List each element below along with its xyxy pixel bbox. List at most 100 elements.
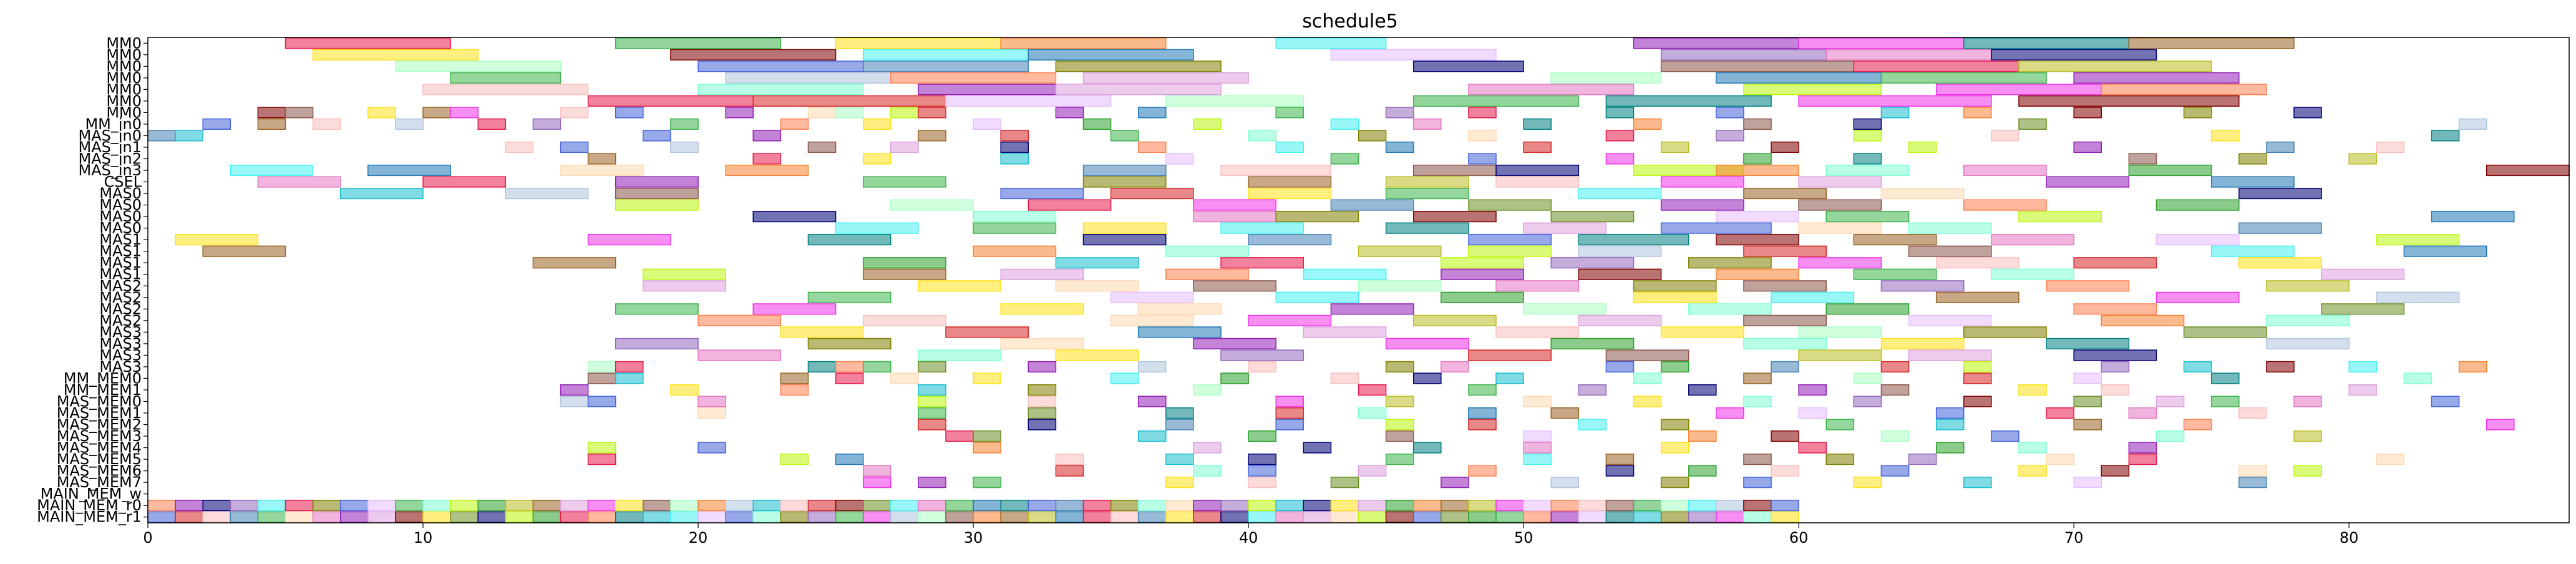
task-bar: [2046, 454, 2074, 465]
task-bar: [890, 141, 919, 153]
task-bar: [1165, 407, 1194, 419]
task-bar: [1303, 268, 1387, 280]
task-bar: [973, 222, 1057, 234]
task-bar: [670, 500, 699, 512]
task-bar: [339, 500, 369, 512]
task-bar: [862, 153, 892, 165]
task-bar: [1441, 257, 1524, 269]
y-tick-label: MAS0: [99, 197, 142, 214]
task-bar: [1550, 511, 1580, 523]
task-bar: [230, 511, 259, 523]
task-bar: [1660, 61, 1855, 72]
task-bar: [532, 511, 561, 523]
task-bar: [1660, 141, 1689, 153]
task-bar: [1110, 187, 1194, 200]
task-bar: [862, 477, 892, 489]
task-bar: [1055, 61, 1222, 72]
task-bar: [1605, 349, 1689, 361]
task-bar: [1412, 61, 1524, 72]
task-bar: [780, 118, 809, 130]
task-bar: [1660, 419, 1689, 430]
task-bar: [1853, 61, 2019, 72]
task-bar: [918, 419, 946, 430]
task-bar: [1275, 500, 1305, 512]
task-bar: [2128, 454, 2157, 465]
task-bar: [1991, 430, 2019, 442]
task-bar: [1385, 419, 1414, 430]
task-bar: [890, 107, 919, 119]
task-bar: [697, 511, 726, 523]
task-bar: [918, 361, 946, 373]
task-bar: [973, 118, 1001, 130]
task-bar: [1660, 361, 1689, 373]
task-bar: [1220, 349, 1305, 361]
task-bar: [1220, 372, 1249, 384]
task-bar: [1578, 268, 1662, 280]
task-bar: [1055, 500, 1084, 512]
task-bar: [1660, 326, 1744, 338]
task-bar: [1165, 245, 1249, 257]
task-bar: [1082, 176, 1167, 188]
task-bar: [1771, 291, 1855, 303]
task-bar: [1028, 199, 1112, 211]
task-bar: [1771, 430, 1799, 442]
task-bar: [1193, 442, 1222, 454]
task-bar: [1633, 500, 1662, 512]
task-bar: [1385, 141, 1414, 153]
task-bar: [2073, 349, 2157, 361]
task-bar: [1441, 477, 1469, 489]
task-bar: [395, 500, 424, 512]
task-bar: [1688, 500, 1717, 512]
task-bar: [1110, 372, 1139, 384]
task-bar: [1110, 130, 1139, 142]
task-bar: [780, 326, 864, 338]
task-bar: [1275, 211, 1359, 223]
task-bar: [1193, 511, 1222, 523]
task-bar: [1935, 442, 1965, 454]
task-bar: [1908, 314, 1992, 326]
task-bar: [2266, 314, 2350, 326]
task-bar: [697, 314, 782, 326]
x-tick-label: 70: [2064, 529, 2084, 547]
task-bar: [1000, 37, 1167, 49]
task-bar: [643, 511, 671, 523]
task-bar: [670, 49, 837, 61]
task-bar: [2210, 130, 2240, 142]
task-bar: [1000, 338, 1084, 349]
task-bar: [587, 95, 754, 107]
task-bar: [1853, 396, 1882, 407]
task-bar: [2073, 419, 2102, 430]
task-bar: [2101, 384, 2130, 396]
task-bar: [807, 511, 837, 523]
task-bar: [752, 211, 837, 223]
task-bar: [1798, 199, 1882, 211]
task-bar: [1441, 511, 1469, 523]
task-bar: [2266, 280, 2350, 292]
task-bar: [1275, 511, 1305, 523]
task-bar: [2073, 372, 2102, 384]
task-bar: [1495, 164, 1580, 177]
task-bar: [2101, 84, 2267, 95]
task-bar: [1028, 384, 1057, 396]
task-bar: [147, 511, 176, 523]
task-bar: [1165, 454, 1194, 465]
task-bar: [1412, 500, 1442, 512]
task-bar: [1880, 107, 1910, 119]
task-bar: [1825, 419, 1855, 430]
task-bar: [1660, 442, 1689, 454]
task-bar: [1605, 500, 1635, 512]
task-bar: [2238, 257, 2322, 269]
task-bar: [1963, 372, 1992, 384]
task-bar: [505, 141, 534, 153]
task-bar: [1798, 222, 1882, 234]
task-bar: [532, 118, 561, 130]
task-bar: [1716, 234, 1799, 246]
task-bar: [1853, 372, 1882, 384]
task-bar: [2293, 465, 2322, 477]
task-bar: [1743, 338, 1827, 349]
task-bar: [1798, 257, 1882, 269]
task-bar: [2046, 176, 2130, 188]
task-bar: [670, 141, 699, 153]
task-bar: [1468, 384, 1497, 396]
y-tick-label: MAIN_MEM_r0: [37, 497, 142, 514]
